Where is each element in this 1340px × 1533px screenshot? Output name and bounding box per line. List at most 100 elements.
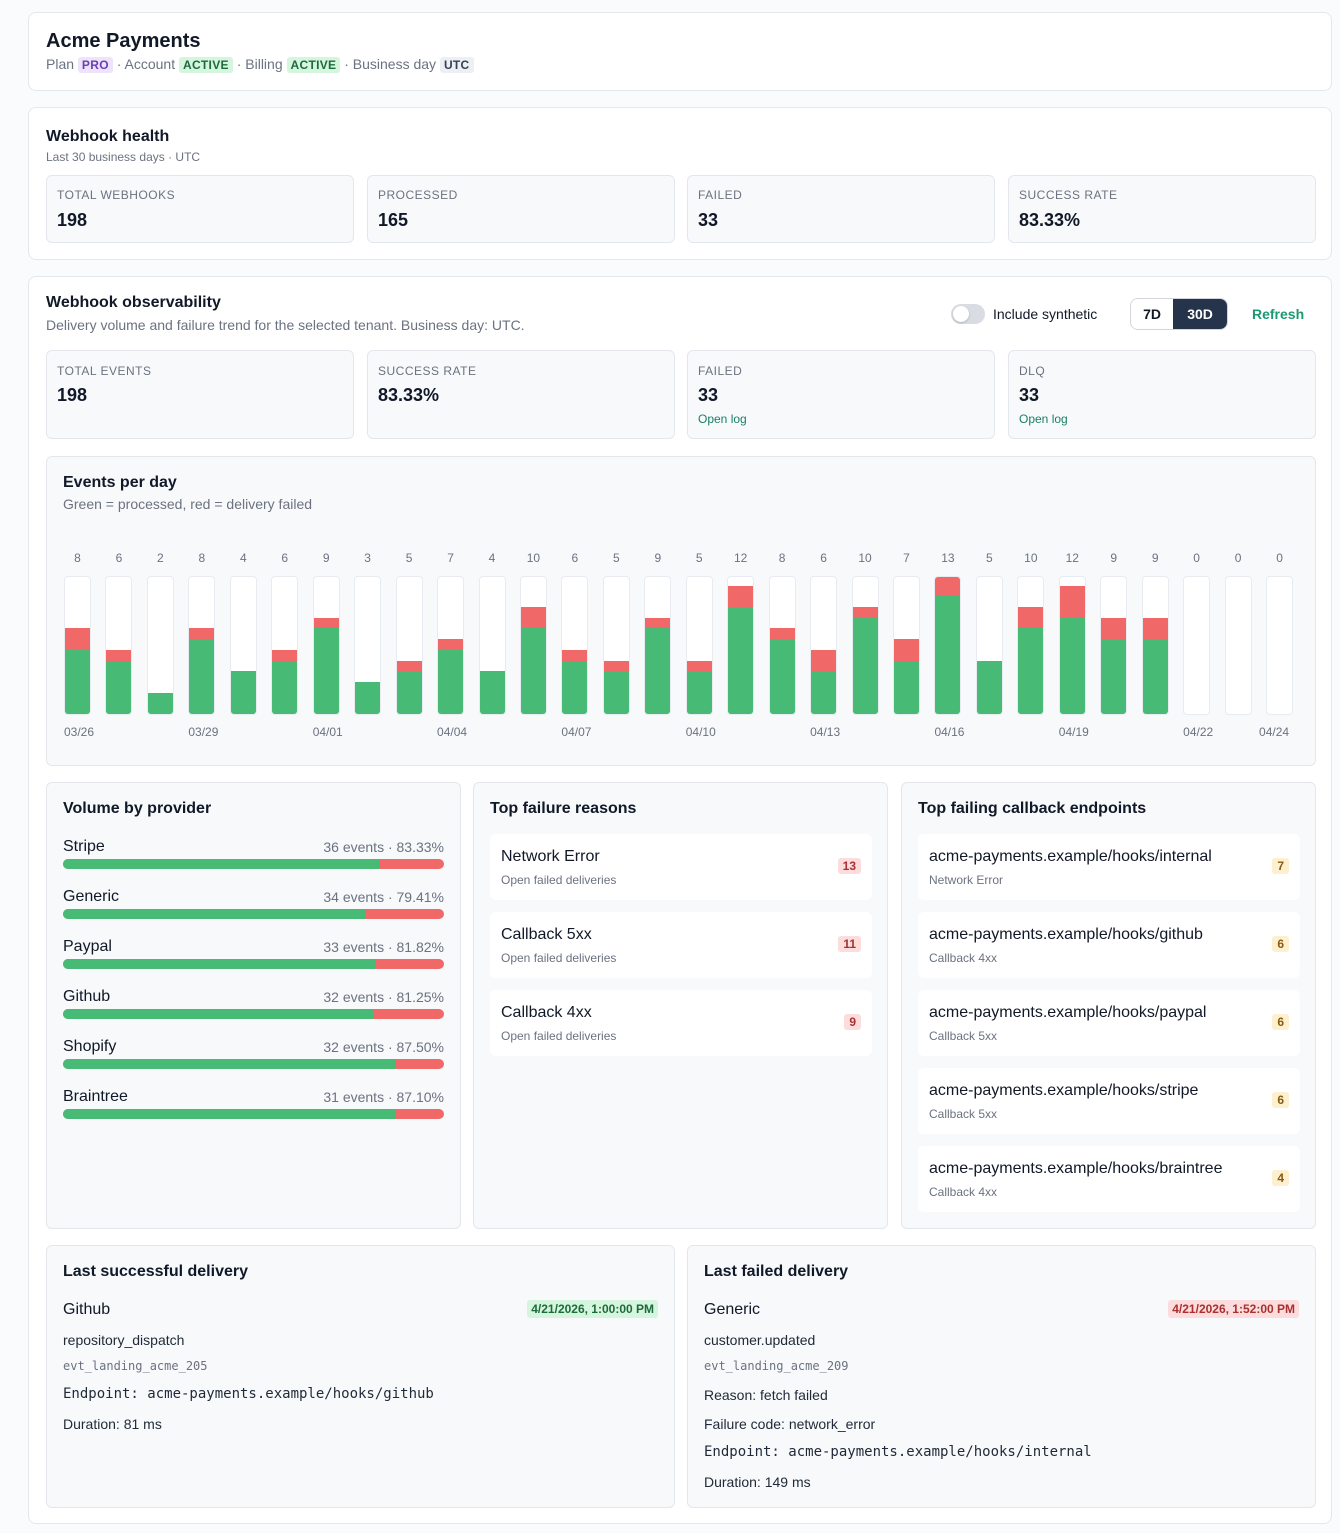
chart-data-label: 12 (734, 551, 748, 565)
chart-data-label: 9 (1151, 551, 1159, 565)
include-synthetic-label[interactable]: Include synthetic (993, 306, 1098, 322)
failing-endpoint-item[interactable]: acme-payments.example/hooks/paypal Callb… (918, 990, 1300, 1056)
kpi-value: 198 (57, 210, 88, 230)
chart-bar-processed (976, 660, 1002, 714)
endpoint-url: acme-payments.example/hooks/paypal (929, 1004, 1207, 1021)
endpoint-url: Endpoint: acme-payments.example/hooks/in… (704, 1444, 1092, 1460)
chart-bar-processed (147, 692, 173, 714)
account-status-badge: ACTIVE (179, 57, 233, 73)
refresh-button[interactable]: Refresh (1252, 306, 1305, 322)
chart-bar-failed (728, 585, 754, 608)
chart-bar-processed (65, 649, 90, 714)
kpi-total-webhooks: TOTAL WEBHOOKS 198 (46, 175, 354, 243)
chart-data-label: 0 (1234, 551, 1242, 565)
chart-bar-failed (1142, 617, 1168, 640)
endpoint-url: Endpoint: acme-payments.example/hooks/gi… (63, 1386, 434, 1402)
kpi-label: DLQ (1019, 364, 1046, 378)
failure-reason-item[interactable]: Callback 5xx Open failed deliveries 11 (490, 912, 872, 978)
provider-name: Paypal (63, 938, 112, 955)
endpoint-failure-count-badge: 6 (1272, 936, 1289, 952)
x-axis-tick-label: 04/16 (934, 725, 965, 739)
kpi-label: FAILED (698, 364, 743, 378)
x-axis-tick-label: 03/26 (64, 725, 95, 739)
chart-bar-track (810, 576, 838, 715)
chart-bar-failed (603, 660, 629, 672)
kpi-success-rate: SUCCESS RATE 83.33% (367, 350, 675, 439)
provider-success-bar (63, 1009, 444, 1019)
x-axis-tick-label: 04/19 (1058, 725, 1089, 739)
open-log-link[interactable]: Open log (698, 412, 747, 426)
chart-bar-track (1058, 576, 1086, 715)
endpoint-url: acme-payments.example/hooks/braintree (929, 1160, 1223, 1177)
billing-status-badge: ACTIVE (286, 57, 341, 73)
range-7d-button[interactable]: 7D (1131, 299, 1174, 329)
duration: Duration: 149 ms (704, 1474, 811, 1490)
open-failed-deliveries-link[interactable]: Open failed deliveries (501, 951, 617, 965)
provider-success-fill (63, 1009, 373, 1019)
plan-badge: PRO (77, 57, 113, 73)
include-synthetic-toggle[interactable] (951, 304, 985, 324)
events-per-day-chart: 8 03/26 6 2 8 03/29 4 6 9 04/01 3 5 7 04/04 4 10 6 04/07 5… (47, 457, 1315, 765)
event-id: evt_landing_acme_209 (704, 1359, 849, 1373)
chart-data-label: 5 (695, 551, 703, 565)
failure-count-badge: 13 (837, 858, 861, 874)
provider-volume-meta: 34 events · 79.41% (323, 889, 444, 905)
chart-data-label: 10 (526, 551, 541, 565)
tenant-status-line: Plan PRO · Account ACTIVE · Billing ACTI… (46, 56, 474, 73)
kpi-dlq: DLQ 33 Open log (1008, 350, 1316, 439)
kpi-value: 165 (378, 210, 409, 230)
kpi-failed: FAILED 33 Open log (687, 350, 995, 439)
separator: · (116, 56, 122, 72)
chart-bar-failed (1018, 607, 1044, 629)
chart-bar-track (437, 576, 465, 715)
chart-bar-track (934, 576, 962, 715)
delivery-timestamp: 4/21/2026, 1:00:00 PM (527, 1300, 658, 1318)
kpi-label: SUCCESS RATE (378, 364, 477, 378)
failure-count-badge: 11 (838, 936, 861, 952)
chart-bar-processed (1101, 639, 1127, 714)
chart-bar-track (395, 576, 423, 715)
failing-endpoint-item[interactable]: acme-payments.example/hooks/stripe Callb… (918, 1068, 1300, 1134)
chart-bar-processed (1142, 639, 1168, 714)
chart-bar-track (229, 576, 257, 715)
chart-data-label: 8 (778, 551, 786, 565)
chart-bar-track (105, 576, 133, 715)
range-30d-button[interactable]: 30D (1173, 299, 1227, 329)
chart-bar-processed (686, 671, 712, 714)
failing-endpoint-item[interactable]: acme-payments.example/hooks/internal Net… (918, 834, 1300, 900)
chart-bar-failed (769, 628, 795, 640)
kpi-value: 198 (57, 385, 88, 405)
provider-success-fill (63, 1059, 397, 1069)
chart-bar-processed (769, 639, 795, 714)
failing-endpoint-item[interactable]: acme-payments.example/hooks/braintree Ca… (918, 1146, 1300, 1212)
kpi-value: 83.33% (1019, 210, 1081, 230)
chart-bar-track (893, 576, 920, 715)
duration: Duration: 81 ms (63, 1416, 162, 1432)
provider-name: Generic (63, 888, 120, 905)
chart-bar-failed (396, 660, 422, 672)
open-log-link[interactable]: Open log (1019, 412, 1068, 426)
chart-bar-failed (686, 660, 712, 672)
events-per-day-panel: Events per day Green = processed, red = … (46, 456, 1316, 766)
open-failed-deliveries-link[interactable]: Open failed deliveries (501, 873, 617, 887)
provider-name: Stripe (63, 838, 105, 855)
failure-reason-item[interactable]: Callback 4xx Open failed deliveries 9 (490, 990, 872, 1056)
failing-endpoint-item[interactable]: acme-payments.example/hooks/github Callb… (918, 912, 1300, 978)
account-label: Account (124, 56, 176, 72)
chart-bar-track (1266, 576, 1294, 715)
page-title: Acme Payments (46, 30, 201, 52)
chart-data-label: 8 (198, 551, 206, 565)
panel-title: Last successful delivery (63, 1263, 248, 1280)
chart-bar-track (561, 576, 589, 715)
chart-data-label: 3 (364, 551, 371, 565)
header-card: Acme Payments Plan PRO · Account ACTIVE … (28, 12, 1332, 91)
section-subtitle: Delivery volume and failure trend for th… (46, 317, 525, 333)
x-axis-tick-label: 04/13 (810, 725, 841, 739)
open-failed-deliveries-link[interactable]: Open failed deliveries (501, 1029, 617, 1043)
failure-reason-item[interactable]: Network Error Open failed deliveries 13 (490, 834, 872, 900)
chart-data-label: 0 (1276, 551, 1283, 565)
failure-reason-name: Network Error (501, 848, 600, 865)
chart-data-label: 6 (571, 551, 579, 565)
chart-bar-processed (603, 671, 629, 714)
kpi-value: 33 (1019, 385, 1040, 405)
